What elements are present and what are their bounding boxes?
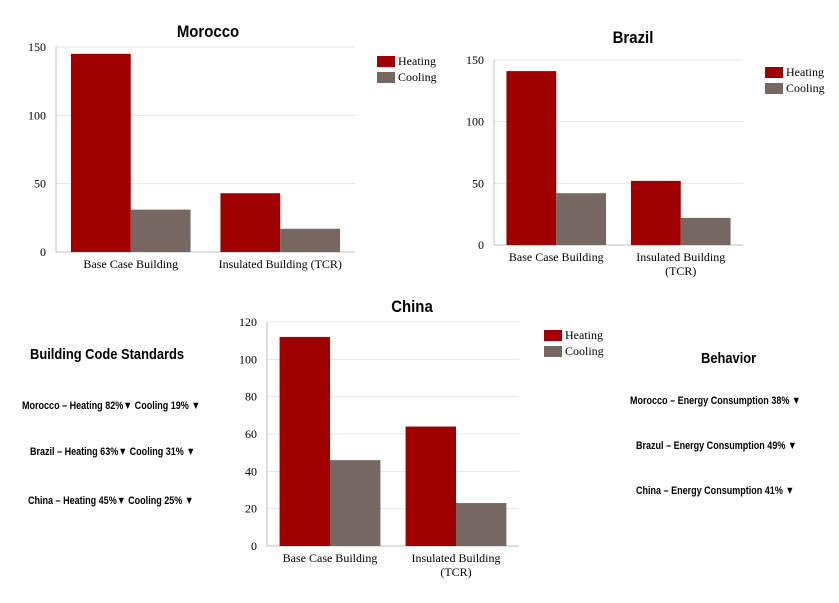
legend-item-cooling: Cooling: [377, 69, 437, 85]
y-tick-label: 120: [239, 315, 257, 329]
legend-label: Cooling: [398, 69, 437, 84]
bar-heating-1: [279, 336, 330, 546]
china-plot: 0 20 40 60 80 100 120 Base Case Building Insulat…: [239, 315, 519, 579]
bar-heating-1: [70, 53, 131, 253]
y-tick-label: 60: [245, 427, 257, 441]
y-tick-label: 80: [245, 390, 257, 404]
bar-cooling-1: [130, 209, 191, 252]
x-category-label: Insulated Building (TCR): [412, 551, 501, 579]
y-tick-label: 0: [251, 539, 257, 553]
x-category-label: Base Case Building: [283, 551, 378, 565]
bar-cooling-1: [330, 460, 381, 546]
y-tick-label: 100: [466, 115, 484, 129]
legend-label: Cooling: [565, 343, 604, 358]
legend-swatch-cooling: [765, 82, 783, 94]
legend-swatch-heating: [377, 55, 395, 67]
bar-heating-2: [220, 193, 281, 252]
legend-swatch-heating: [765, 66, 783, 78]
y-tick-label: 100: [28, 108, 46, 122]
behavior-brazil: Brazul – Energy Consumption 49% ▼: [636, 440, 797, 452]
legend-label: Cooling: [786, 80, 825, 95]
x-category-label: Base Case Building: [83, 257, 178, 271]
x-category-label: Base Case Building: [509, 250, 604, 264]
y-tick-label: 150: [466, 53, 484, 67]
y-tick-label: 40: [245, 464, 257, 478]
morocco-legend: Heating Cooling: [377, 53, 437, 85]
bar-cooling-2: [456, 503, 507, 546]
bar-cooling-1: [556, 193, 607, 245]
legend-swatch-heating: [544, 329, 562, 341]
bar-cooling-2: [280, 228, 341, 252]
behavior-china: China – Energy Consumption 41% ▼: [636, 485, 795, 497]
legend-label: Heating: [786, 64, 824, 79]
y-tick-label: 50: [472, 176, 484, 190]
bar-heating-2: [630, 180, 681, 245]
behavior-title: Behavior: [701, 350, 757, 367]
legend-item-cooling: Cooling: [544, 343, 604, 359]
y-tick-label: 0: [478, 238, 484, 252]
brazil-plot: 0 50 100 150 Base Case Building Insulated Bui…: [466, 53, 743, 278]
bar-cooling-2: [680, 217, 731, 245]
legend-item-heating: Heating: [377, 53, 437, 69]
legend-swatch-cooling: [544, 345, 562, 357]
building-code-title: Building Code Standards: [30, 346, 185, 363]
morocco-chart: Morocco 0 50 100 150 Base Case Building Insul…: [0, 0, 440, 285]
brazil-chart: Brazil 0 50 100 150 Base Case Building Insula…: [440, 0, 839, 290]
chart-title: Morocco: [176, 22, 240, 41]
morocco-plot: 0 50 100 150 Base Case Building Insulated Bui…: [28, 40, 355, 271]
x-category-label: Insulated Building (TCR): [636, 250, 725, 278]
china-legend: Heating Cooling: [544, 327, 604, 359]
legend-label: Heating: [398, 53, 436, 68]
building-code-morocco: Morocco – Heating 82%▼ Cooling 19% ▼: [22, 400, 201, 412]
building-code-china: China – Heating 45%▼ Cooling 25% ▼: [28, 495, 194, 507]
y-tick-label: 20: [245, 502, 257, 516]
legend-label: Heating: [565, 327, 603, 342]
x-category-label: Insulated Building (TCR): [219, 257, 342, 271]
bar-heating-2: [405, 426, 456, 546]
building-code-brazil: Brazil – Heating 63%▼ Cooling 31% ▼: [30, 446, 196, 458]
legend-item-heating: Heating: [544, 327, 604, 343]
bar-heating-1: [506, 71, 557, 245]
chart-title: Brazil: [612, 28, 654, 47]
legend-swatch-cooling: [377, 71, 395, 83]
china-chart: China 0 20 40 60 80 100 120 Base Case Building I…: [220, 290, 620, 603]
y-tick-label: 0: [40, 245, 46, 259]
y-tick-label: 50: [34, 177, 46, 191]
legend-item-heating: Heating: [765, 64, 825, 80]
behavior-morocco: Morocco – Energy Consumption 38% ▼: [630, 395, 801, 407]
chart-title: China: [391, 297, 433, 316]
legend-item-cooling: Cooling: [765, 80, 825, 96]
brazil-legend: Heating Cooling: [765, 64, 825, 96]
y-tick-label: 100: [239, 352, 257, 366]
y-tick-label: 150: [28, 40, 46, 54]
